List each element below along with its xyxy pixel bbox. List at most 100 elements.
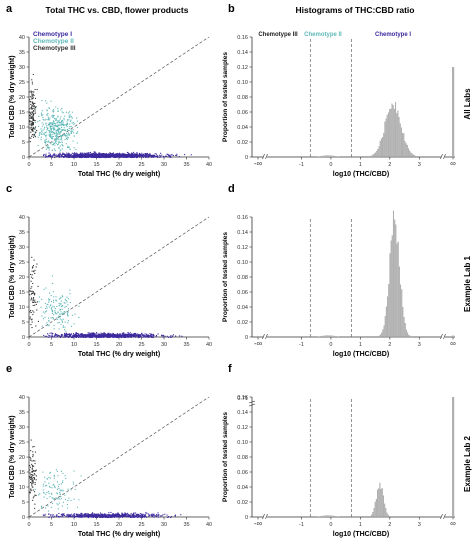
point-chemotype-i <box>143 334 145 336</box>
point-chemotype-i <box>149 514 151 516</box>
point-chemotype-ii <box>45 140 47 142</box>
point-chemotype-iii <box>33 134 36 136</box>
point-chemotype-i <box>101 336 103 338</box>
point-chemotype-iii <box>34 128 36 130</box>
point-chemotype-i <box>121 155 123 157</box>
point-chemotype-iii <box>32 292 34 294</box>
point-chemotype-i <box>77 153 79 155</box>
point-chemotype-i <box>139 515 141 517</box>
point-chemotype-ii <box>45 136 47 138</box>
histogram-bar <box>409 335 411 338</box>
row-label-lab1: Example Lab 1 <box>463 255 472 312</box>
point-chemotype-ii <box>52 116 54 118</box>
point-chemotype-ii <box>55 123 57 125</box>
point-chemotype-i <box>146 153 148 155</box>
point-chemotype-i <box>106 156 108 159</box>
point-chemotype-i <box>158 516 160 518</box>
point-chemotype-ii <box>57 110 59 112</box>
point-chemotype-iii <box>31 267 33 269</box>
point-chemotype-i <box>67 156 69 158</box>
point-chemotype-i <box>100 154 102 156</box>
point-chemotype-i <box>84 155 86 157</box>
point-chemotype-iii <box>30 476 32 478</box>
point-chemotype-i <box>99 516 101 518</box>
point-chemotype-i <box>138 154 140 156</box>
point-chemotype-i <box>129 514 131 516</box>
point-chemotype-i <box>115 513 117 515</box>
point-chemotype-i <box>96 515 98 517</box>
point-chemotype-i <box>77 513 79 515</box>
histogram-bar <box>400 127 402 158</box>
point-chemotype-iii <box>32 114 34 116</box>
point-chemotype-ii <box>55 125 57 127</box>
point-chemotype-ii <box>45 123 47 125</box>
point-chemotype-iii <box>30 91 33 93</box>
point-chemotype-ii <box>50 130 52 132</box>
point-chemotype-i <box>72 514 74 516</box>
point-chemotype-i <box>126 516 128 518</box>
point-chemotype-i <box>175 154 177 156</box>
point-chemotype-iii <box>33 495 35 497</box>
point-chemotype-i <box>166 153 168 155</box>
point-chemotype-iii <box>30 106 32 109</box>
point-chemotype-i <box>102 516 104 518</box>
point-chemotype-i <box>52 332 54 335</box>
point-chemotype-i <box>119 333 121 335</box>
point-chemotype-ii <box>45 122 47 124</box>
point-chemotype-ii <box>76 120 78 122</box>
point-chemotype-ii <box>61 319 63 321</box>
point-chemotype-ii <box>43 132 45 134</box>
histogram-bar <box>373 153 375 158</box>
point-chemotype-i <box>156 514 158 516</box>
point-chemotype-iii <box>35 475 37 477</box>
point-chemotype-ii <box>52 136 54 138</box>
point-chemotype-i <box>157 333 159 335</box>
point-chemotype-i <box>121 155 123 157</box>
point-chemotype-iii <box>34 272 36 275</box>
point-chemotype-i <box>48 155 50 157</box>
point-chemotype-iii <box>29 290 32 292</box>
x-tick-label: 0 <box>27 162 30 168</box>
point-chemotype-i <box>123 515 126 517</box>
point-chemotype-i <box>67 156 69 158</box>
point-chemotype-ii <box>63 302 65 304</box>
point-chemotype-i <box>145 334 148 336</box>
point-chemotype-ii <box>50 317 52 319</box>
point-chemotype-ii <box>55 300 58 302</box>
point-chemotype-ii <box>46 110 48 112</box>
point-chemotype-i <box>89 514 91 516</box>
point-chemotype-i <box>120 334 122 336</box>
point-chemotype-i <box>45 154 47 157</box>
point-chemotype-i <box>98 336 100 338</box>
histogram-bar <box>405 329 407 338</box>
point-chemotype-i <box>61 513 63 516</box>
point-chemotype-ii <box>39 132 41 134</box>
point-chemotype-i <box>137 336 139 338</box>
point-chemotype-ii <box>66 128 68 130</box>
histogram-bar <box>384 316 386 338</box>
point-chemotype-i <box>77 334 79 336</box>
point-chemotype-ii <box>42 483 44 485</box>
identity-line <box>28 216 210 338</box>
point-chemotype-i <box>93 154 95 156</box>
point-chemotype-ii <box>74 488 76 490</box>
point-chemotype-i <box>89 155 91 158</box>
point-chemotype-ii <box>60 131 62 133</box>
y-tick-label: 15 <box>19 470 25 476</box>
point-chemotype-i <box>51 155 53 157</box>
point-chemotype-ii <box>44 140 46 142</box>
point-chemotype-iii <box>32 454 34 456</box>
point-chemotype-iii <box>35 303 37 306</box>
x-tick-label: 10 <box>71 162 77 168</box>
point-chemotype-i <box>103 336 105 339</box>
point-chemotype-ii <box>48 320 50 322</box>
point-chemotype-i <box>112 153 114 155</box>
histogram-bar <box>329 515 331 517</box>
point-chemotype-ii <box>53 328 55 330</box>
y-tick-label: 35 <box>19 50 25 56</box>
point-chemotype-ii <box>67 137 69 139</box>
point-chemotype-ii <box>45 305 47 307</box>
point-chemotype-i <box>132 334 135 336</box>
point-chemotype-i <box>150 334 152 337</box>
histogram-bar <box>402 306 404 338</box>
